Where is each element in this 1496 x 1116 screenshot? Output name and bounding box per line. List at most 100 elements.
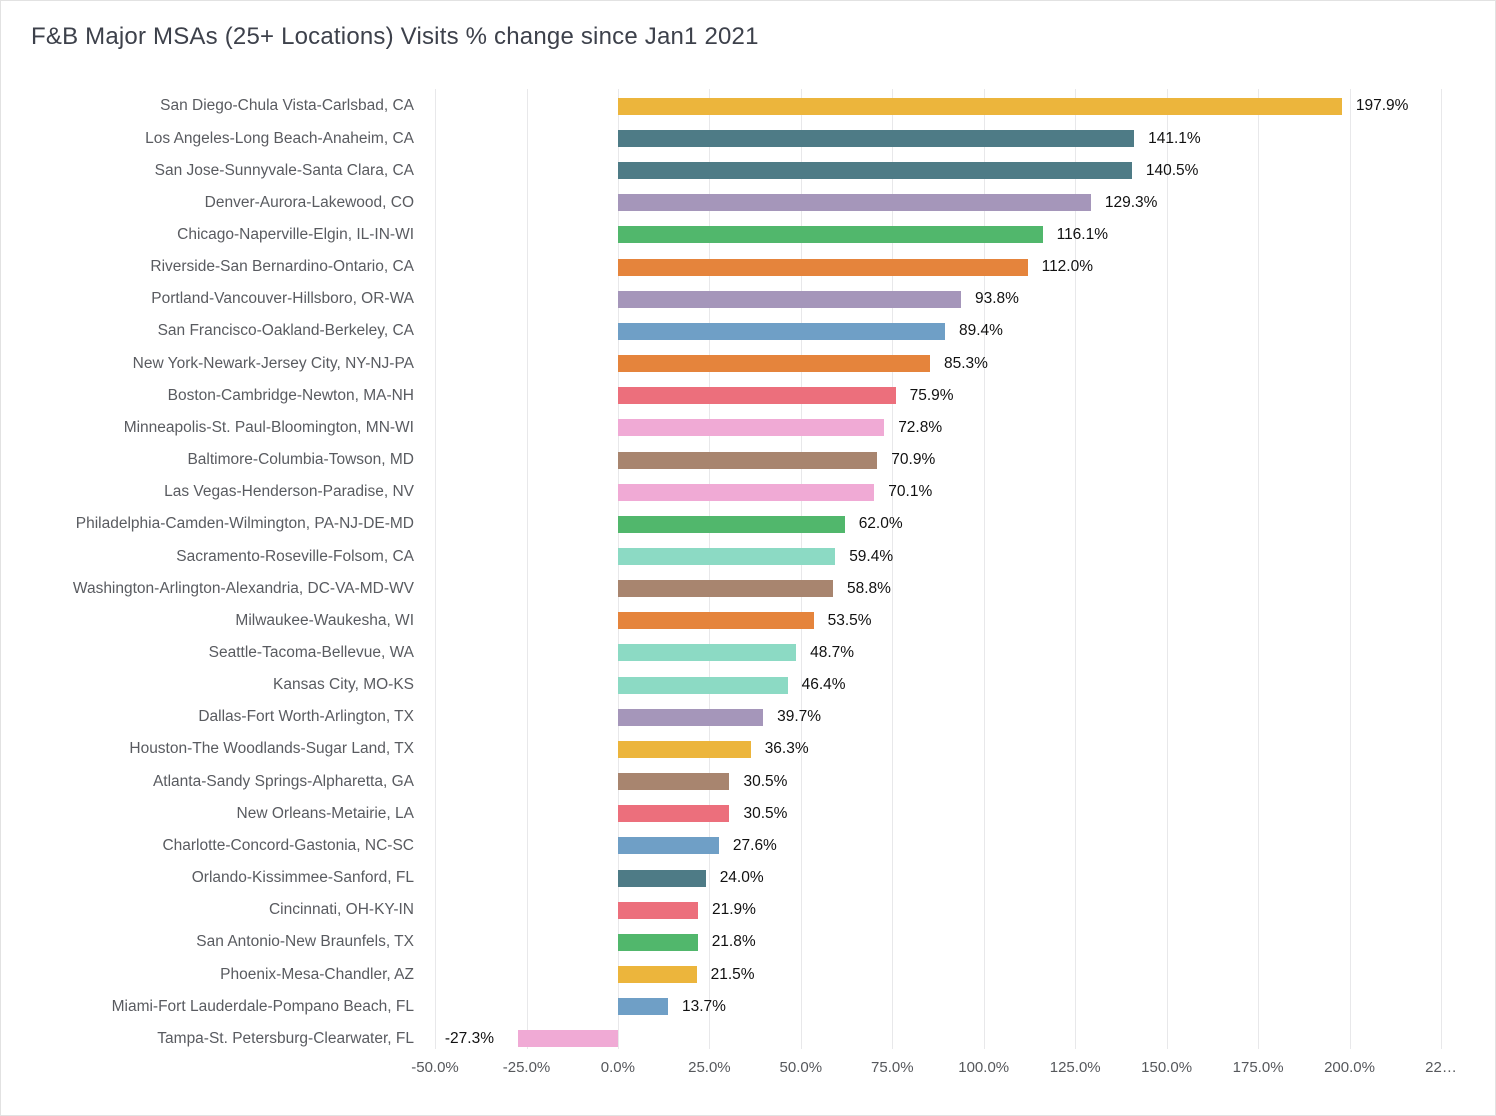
value-label: 21.5% — [710, 965, 755, 983]
value-label: 116.1% — [1056, 225, 1109, 243]
value-label: 140.5% — [1145, 161, 1199, 179]
bar — [617, 515, 845, 533]
category-label: Boston-Cambridge-Newton, MA-NH — [167, 386, 414, 404]
bar — [617, 580, 833, 598]
category-label: Miami-Fort Lauderdale-Pompano Beach, FL — [111, 997, 414, 1015]
category-label: Milwaukee-Waukesha, WI — [235, 611, 414, 629]
gridline — [1075, 89, 1077, 1049]
value-label: 30.5% — [743, 772, 788, 790]
bar — [617, 805, 730, 823]
x-axis-tick-label: -25.0% — [502, 1059, 551, 1076]
value-label: 53.5% — [827, 611, 872, 629]
category-label: Kansas City, MO-KS — [273, 676, 414, 694]
value-label: 30.5% — [743, 804, 788, 822]
value-label: 48.7% — [810, 643, 855, 661]
bar — [617, 612, 814, 630]
x-axis-tick-label: 50.0% — [779, 1059, 823, 1076]
gridline — [617, 89, 619, 1049]
x-axis-tick-label: -50.0% — [411, 1059, 459, 1076]
value-label: 75.9% — [909, 386, 954, 404]
bar — [617, 130, 1135, 147]
category-label: Orlando-Kissimmee-Sanford, FL — [191, 869, 414, 886]
value-label: 70.9% — [891, 451, 936, 468]
bar — [617, 162, 1132, 180]
category-label: Phoenix-Mesa-Chandler, AZ — [220, 965, 414, 983]
value-label: 85.3% — [944, 354, 988, 372]
gridline — [983, 89, 985, 1049]
x-axis-tick-label: 0.0% — [600, 1059, 635, 1076]
bar — [617, 97, 1342, 115]
value-label: 70.1% — [888, 483, 933, 501]
x-axis-tick-label: 150.0% — [1141, 1059, 1193, 1076]
category-label: New York-Newark-Jersey City, NY-NJ-PA — [132, 354, 414, 372]
bar — [617, 548, 836, 565]
x-axis-tick-label: 175.0% — [1232, 1059, 1284, 1076]
value-label: 36.3% — [764, 740, 809, 758]
category-label: Denver-Aurora-Lakewood, CO — [204, 193, 414, 211]
value-label: 46.4% — [801, 676, 846, 694]
x-axis-tick-label: 100.0% — [958, 1059, 1010, 1076]
bar — [617, 998, 668, 1016]
bar — [617, 676, 788, 694]
bar — [617, 290, 961, 308]
category-label: New Orleans-Metairie, LA — [236, 804, 414, 822]
category-label: Tampa-St. Petersburg-Clearwater, FL — [157, 1029, 414, 1047]
bar — [617, 483, 875, 501]
category-label: Seattle-Tacoma-Bellevue, WA — [208, 643, 414, 661]
bar — [617, 419, 885, 437]
bar — [617, 901, 698, 919]
category-label: San Antonio-New Braunfels, TX — [196, 933, 414, 951]
category-label: San Francisco-Oakland-Berkeley, CA — [157, 322, 414, 340]
value-label: 93.8% — [975, 290, 1019, 308]
value-label: 58.8% — [847, 579, 891, 597]
x-axis-tick-label: 25.0% — [688, 1059, 731, 1076]
gridline — [709, 89, 711, 1049]
x-axis-tick-label: 75.0% — [871, 1059, 914, 1076]
category-label: Los Angeles-Long Beach-Anaheim, CA — [145, 129, 414, 147]
gridline — [1166, 89, 1168, 1049]
value-label: 129.3% — [1104, 193, 1158, 211]
value-label: 39.7% — [777, 708, 822, 726]
value-label: 62.0% — [858, 515, 903, 533]
gridline — [1349, 89, 1351, 1049]
gridline — [526, 89, 528, 1049]
value-label: 13.7% — [682, 997, 726, 1015]
category-label: Portland-Vancouver-Hillsboro, OR-WA — [151, 290, 414, 308]
gridline — [892, 89, 894, 1049]
bar — [617, 355, 930, 372]
bar — [617, 869, 706, 887]
x-axis-tick-label: 125.0% — [1049, 1059, 1101, 1076]
category-label: Minneapolis-St. Paul-Bloomington, MN-WI — [123, 418, 414, 436]
bar — [617, 322, 945, 340]
chart-title: F&B Major MSAs (25+ Locations) Visits % … — [31, 23, 759, 50]
bar — [617, 933, 698, 951]
category-label: Washington-Arlington-Alexandria, DC-VA-M… — [72, 579, 414, 597]
bar — [617, 194, 1091, 212]
bar — [617, 451, 878, 469]
value-label: 21.9% — [712, 901, 756, 919]
value-label: 89.4% — [959, 322, 1003, 340]
bar — [617, 837, 719, 855]
x-axis-tick-label: 22… — [1425, 1059, 1457, 1076]
gridline — [800, 89, 802, 1049]
category-label: Houston-The Woodlands-Sugar Land, TX — [129, 740, 414, 758]
category-label: Cincinnati, OH-KY-IN — [268, 901, 414, 919]
category-label: Dallas-Fort Worth-Arlington, TX — [198, 708, 414, 726]
category-label: Chicago-Naperville-Elgin, IL-IN-WI — [177, 225, 414, 243]
category-label: Baltimore-Columbia-Towson, MD — [187, 451, 414, 468]
bar — [617, 226, 1043, 244]
bar — [617, 387, 896, 405]
value-label: 141.1% — [1148, 129, 1201, 147]
value-label: 21.8% — [711, 933, 756, 951]
category-label: San Jose-Sunnyvale-Santa Clara, CA — [154, 161, 414, 179]
category-label: Las Vegas-Henderson-Paradise, NV — [164, 483, 414, 501]
gridline — [1258, 89, 1260, 1049]
x-axis-tick-label: 200.0% — [1324, 1059, 1375, 1076]
category-label: Sacramento-Roseville-Folsom, CA — [176, 547, 414, 565]
category-label: Atlanta-Sandy Springs-Alpharetta, GA — [152, 772, 414, 790]
bar — [617, 773, 730, 791]
bar — [617, 966, 697, 983]
value-label: 24.0% — [719, 869, 764, 886]
